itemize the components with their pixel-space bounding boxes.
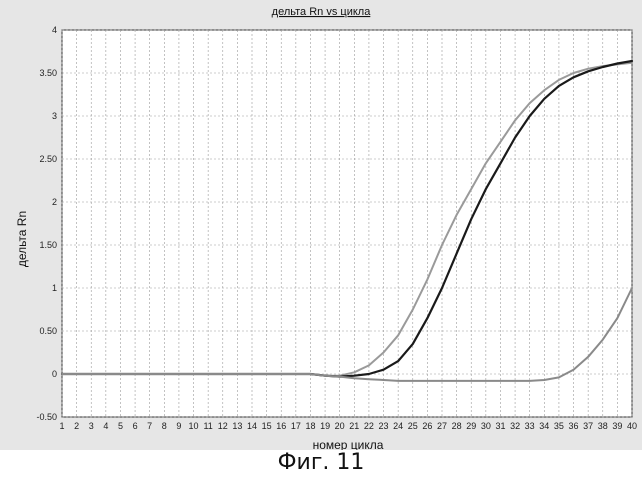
x-tick-label: 8 <box>162 421 167 431</box>
x-tick-label: 32 <box>510 421 520 431</box>
x-tick-label: 36 <box>569 421 579 431</box>
y-tick-label: 3.50 <box>39 68 57 78</box>
x-tick-label: 26 <box>422 421 432 431</box>
x-tick-label: 35 <box>554 421 564 431</box>
x-tick-label: 6 <box>133 421 138 431</box>
x-tick-label: 13 <box>232 421 242 431</box>
y-tick-label: 1.50 <box>39 240 57 250</box>
x-tick-label: 39 <box>612 421 622 431</box>
x-tick-label: 5 <box>118 421 123 431</box>
figure-caption: Фиг. 11 <box>0 450 642 475</box>
y-tick-label: 0 <box>52 369 57 379</box>
y-tick-label: 3 <box>52 111 57 121</box>
x-tick-label: 16 <box>276 421 286 431</box>
x-tick-label: 38 <box>598 421 608 431</box>
x-axis-label: номер цикла <box>313 438 384 450</box>
y-tick-label: 1 <box>52 283 57 293</box>
x-tick-label: 15 <box>262 421 272 431</box>
x-tick-label: 25 <box>408 421 418 431</box>
x-tick-label: 12 <box>218 421 228 431</box>
y-tick-label: 2 <box>52 197 57 207</box>
y-tick-label: 2.50 <box>39 154 57 164</box>
x-tick-label: 7 <box>147 421 152 431</box>
x-tick-label: 23 <box>379 421 389 431</box>
y-tick-label: 4 <box>52 25 57 35</box>
x-tick-label: 33 <box>525 421 535 431</box>
x-tick-label: 37 <box>583 421 593 431</box>
x-tick-label: 22 <box>364 421 374 431</box>
chart: -0.5000.5011.5022.5033.504 1234567891011… <box>0 0 642 450</box>
x-tick-label: 20 <box>335 421 345 431</box>
x-tick-label: 19 <box>320 421 330 431</box>
x-tick-label: 14 <box>247 421 257 431</box>
x-tick-label: 10 <box>189 421 199 431</box>
x-tick-label: 11 <box>203 421 212 431</box>
x-tick-label: 29 <box>466 421 476 431</box>
y-tick-label: 0.50 <box>39 326 57 336</box>
x-tick-label: 17 <box>291 421 301 431</box>
x-tick-label: 3 <box>89 421 94 431</box>
x-tick-label: 30 <box>481 421 491 431</box>
x-tick-label: 40 <box>627 421 637 431</box>
y-tick-label: -0.50 <box>36 412 57 422</box>
x-tick-label: 1 <box>59 421 64 431</box>
x-tick-label: 34 <box>539 421 549 431</box>
x-tick-label: 4 <box>103 421 108 431</box>
x-tick-label: 18 <box>305 421 315 431</box>
x-tick-label: 31 <box>495 421 505 431</box>
x-tick-label: 21 <box>349 421 359 431</box>
chart-title: дельта Rn vs цикла <box>272 6 372 18</box>
x-tick-label: 9 <box>176 421 181 431</box>
y-axis-label: дельта Rn <box>15 211 29 267</box>
x-tick-label: 2 <box>74 421 79 431</box>
x-tick-label: 24 <box>393 421 403 431</box>
x-tick-label: 28 <box>452 421 462 431</box>
x-tick-label: 27 <box>437 421 447 431</box>
